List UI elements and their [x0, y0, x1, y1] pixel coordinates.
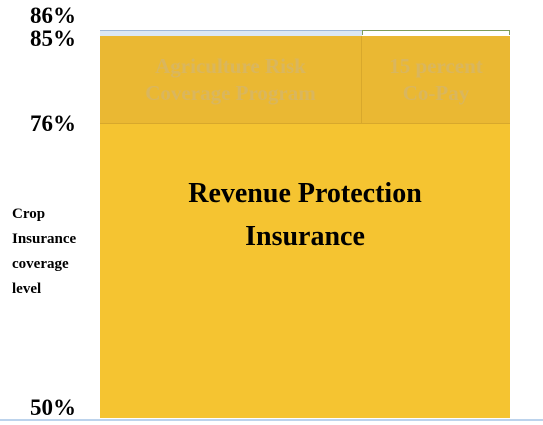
tick-label: 50%: [30, 395, 76, 420]
block: 15 percent Co-Pay: [362, 36, 510, 124]
top-strip: [362, 30, 510, 35]
block: Revenue Protection Insurance: [100, 124, 510, 418]
bottom-rule: [0, 419, 543, 421]
top-strip: [100, 30, 362, 36]
tick-label: 86%: [30, 3, 76, 28]
tick-label: 85%: [30, 26, 76, 51]
axis-title: Crop Insurance coverage level: [12, 206, 77, 297]
tick-label: 76%: [30, 111, 76, 136]
block: Agriculture Risk Coverage Program: [100, 36, 362, 124]
